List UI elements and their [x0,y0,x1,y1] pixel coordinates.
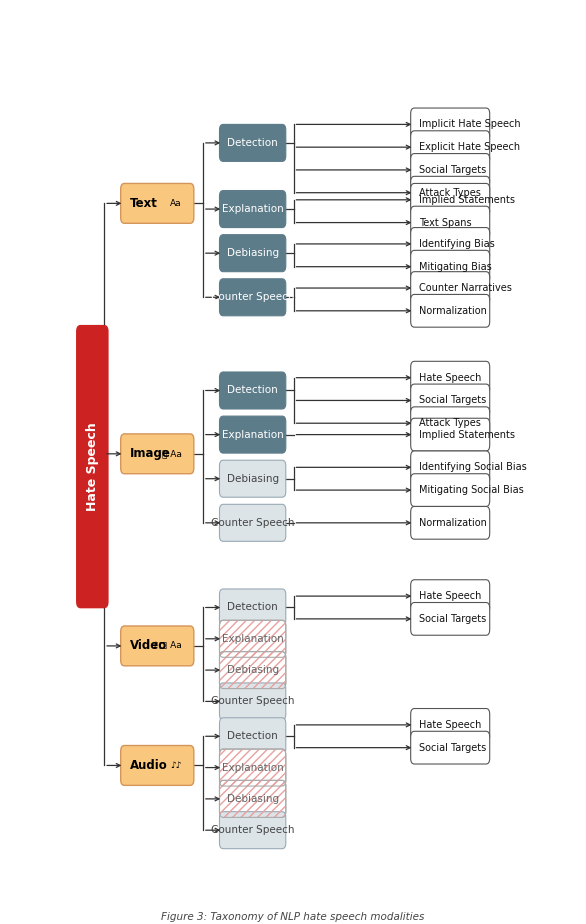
Text: Debiasing: Debiasing [227,249,279,258]
FancyBboxPatch shape [411,153,490,187]
Text: Counter Speech: Counter Speech [211,517,294,528]
FancyBboxPatch shape [411,227,490,261]
Text: Attack Types: Attack Types [419,419,481,428]
Text: Debiasing: Debiasing [227,665,279,675]
FancyBboxPatch shape [411,474,490,506]
FancyBboxPatch shape [411,361,490,394]
Text: Detection: Detection [227,385,278,395]
FancyBboxPatch shape [411,506,490,540]
FancyBboxPatch shape [411,451,490,483]
Text: Text Spans: Text Spans [419,217,472,227]
Text: Detection: Detection [227,602,278,613]
Text: Counter Speech: Counter Speech [211,697,294,707]
Text: Image: Image [130,447,171,460]
Text: Identifying Social Bias: Identifying Social Bias [419,462,527,472]
FancyBboxPatch shape [220,416,286,453]
Text: Attack Types: Attack Types [419,188,481,198]
FancyBboxPatch shape [411,206,490,239]
Text: Figure 3: Taxonomy of NLP hate speech modalities: Figure 3: Taxonomy of NLP hate speech mo… [161,912,425,922]
FancyBboxPatch shape [220,190,286,227]
FancyBboxPatch shape [121,184,194,224]
Text: Mitigating Bias: Mitigating Bias [419,261,492,272]
Text: Text: Text [130,197,158,210]
FancyBboxPatch shape [220,460,286,497]
Text: Counter Speech: Counter Speech [211,292,294,302]
FancyBboxPatch shape [411,250,490,283]
Text: Normalization: Normalization [419,306,487,316]
Text: Video: Video [130,639,167,652]
FancyBboxPatch shape [411,709,490,741]
FancyBboxPatch shape [411,407,490,440]
FancyBboxPatch shape [121,626,194,666]
FancyBboxPatch shape [220,235,286,272]
Text: Hate Speech: Hate Speech [86,422,99,511]
FancyBboxPatch shape [411,272,490,304]
Text: Explanation: Explanation [222,634,284,644]
Text: Explanation: Explanation [222,430,284,440]
Text: ⬜ Aa: ⬜ Aa [162,449,182,458]
Text: Identifying Bias: Identifying Bias [419,239,495,249]
Text: Debiasing: Debiasing [227,474,279,484]
Text: Social Targets: Social Targets [419,614,486,624]
Text: Mitigating Social Bias: Mitigating Social Bias [419,485,524,495]
Text: ♪♪: ♪♪ [171,761,182,770]
FancyBboxPatch shape [220,125,286,162]
Text: Counter Narratives: Counter Narratives [419,283,512,293]
Text: Explanation: Explanation [222,762,284,772]
Text: Explicit Hate Speech: Explicit Hate Speech [419,142,520,152]
FancyBboxPatch shape [411,419,490,451]
Text: Hate Speech: Hate Speech [419,720,481,730]
FancyBboxPatch shape [411,602,490,635]
FancyBboxPatch shape [220,683,286,720]
FancyBboxPatch shape [411,184,490,216]
FancyBboxPatch shape [220,620,286,657]
Text: Hate Speech: Hate Speech [419,372,481,383]
FancyBboxPatch shape [411,731,490,764]
FancyBboxPatch shape [411,131,490,164]
Text: Social Targets: Social Targets [419,743,486,753]
Text: Social Targets: Social Targets [419,395,486,406]
FancyBboxPatch shape [121,746,194,785]
FancyBboxPatch shape [220,279,286,316]
Text: Implied Statements: Implied Statements [419,430,515,440]
FancyBboxPatch shape [220,372,286,409]
FancyBboxPatch shape [220,718,286,755]
Text: Detection: Detection [227,731,278,741]
FancyBboxPatch shape [220,505,286,541]
FancyBboxPatch shape [411,295,490,327]
FancyBboxPatch shape [220,749,286,786]
Text: Hate Speech: Hate Speech [419,591,481,602]
Text: Detection: Detection [227,138,278,148]
FancyBboxPatch shape [411,579,490,613]
FancyBboxPatch shape [411,384,490,417]
Text: Explanation: Explanation [222,204,284,214]
FancyBboxPatch shape [220,589,286,626]
FancyBboxPatch shape [411,176,490,209]
FancyBboxPatch shape [220,651,286,688]
FancyBboxPatch shape [220,781,286,818]
Text: ♪□ Aa: ♪□ Aa [154,641,182,650]
Text: Debiasing: Debiasing [227,794,279,804]
Text: Counter Speech: Counter Speech [211,825,294,835]
Text: Implicit Hate Speech: Implicit Hate Speech [419,119,520,129]
Text: Aa: Aa [171,199,182,208]
FancyBboxPatch shape [220,811,286,848]
FancyBboxPatch shape [121,434,194,474]
Text: Audio: Audio [130,759,168,772]
Text: Normalization: Normalization [419,517,487,528]
FancyBboxPatch shape [77,326,108,607]
FancyBboxPatch shape [411,108,490,140]
Text: Social Targets: Social Targets [419,164,486,175]
Text: Implied Statements: Implied Statements [419,195,515,205]
